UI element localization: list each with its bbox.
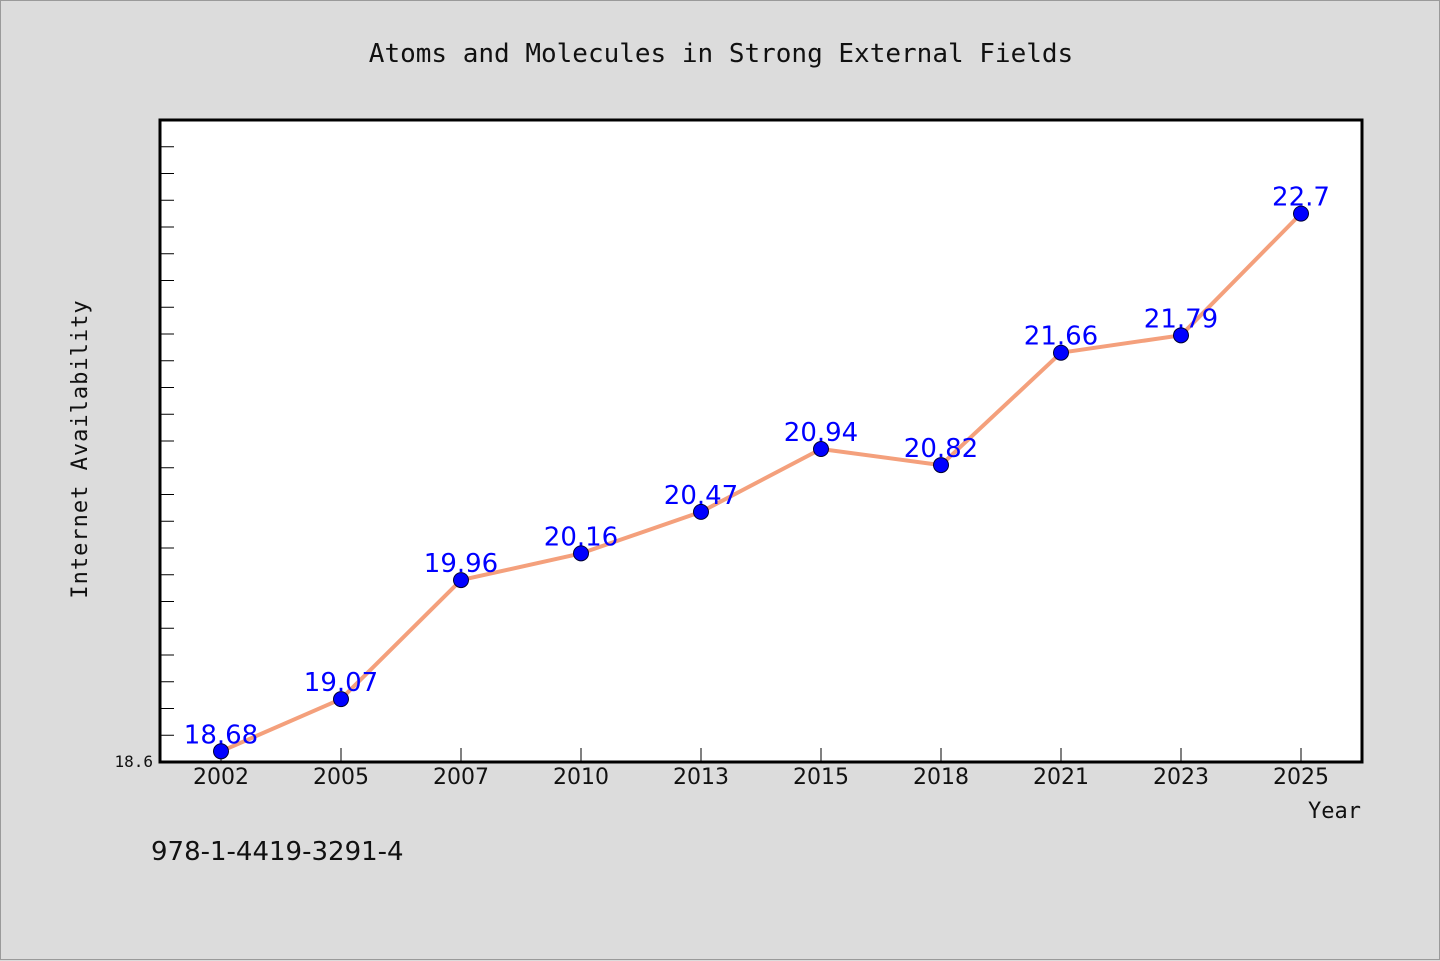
x-tick-label: 2007 <box>433 765 489 790</box>
data-label: 22.7 <box>1272 183 1330 213</box>
x-tick-label: 2023 <box>1153 765 1209 790</box>
x-tick-label: 2018 <box>913 765 969 790</box>
data-label: 19.07 <box>304 668 378 698</box>
y-axis-label: Internet Availability <box>68 299 93 598</box>
data-point <box>1293 205 1309 222</box>
data-label: 20.16 <box>544 522 618 552</box>
x-tick-label: 2002 <box>193 765 249 790</box>
y-tick-label: 18.6 <box>114 752 153 771</box>
plot-area <box>158 118 1364 764</box>
data-point <box>333 691 349 708</box>
data-label: 20.94 <box>784 418 858 448</box>
data-label: 20.82 <box>904 434 978 464</box>
x-tick-label: 2015 <box>793 765 849 790</box>
data-point <box>813 441 829 458</box>
data-point <box>1173 327 1189 344</box>
data-point <box>213 743 229 760</box>
x-tick-label: 2021 <box>1033 765 1089 790</box>
isbn-text: 978-1-4419-3291-4 <box>151 837 404 867</box>
chart-title: Atoms and Molecules in Strong External F… <box>369 39 1073 69</box>
data-label: 21.66 <box>1024 322 1098 352</box>
x-tick-label: 2010 <box>553 765 609 790</box>
series-line <box>220 212 1303 754</box>
data-markers <box>213 205 1309 760</box>
data-label: 20.47 <box>664 481 738 511</box>
data-point <box>933 457 949 474</box>
data-point <box>453 572 469 589</box>
x-axis-tick-labels: 2002 2005 2007 2010 2013 2015 2018 2021 2023 2025 <box>193 765 1329 790</box>
data-point <box>693 503 709 520</box>
x-tick-label: 2025 <box>1273 765 1329 790</box>
x-tick-label: 2005 <box>313 765 369 790</box>
data-label: 19.96 <box>424 549 498 579</box>
data-point <box>1053 344 1069 361</box>
y-axis-ticks <box>160 146 174 736</box>
data-label: 21.79 <box>1144 304 1218 334</box>
data-label: 18.68 <box>184 720 258 750</box>
x-axis-label: Year <box>1308 799 1361 824</box>
data-point <box>573 545 589 562</box>
data-labels: 18.68 19.07 19.96 20.16 20.47 20.94 20.82 21.66… <box>184 183 1330 751</box>
x-tick-label: 2013 <box>673 765 729 790</box>
